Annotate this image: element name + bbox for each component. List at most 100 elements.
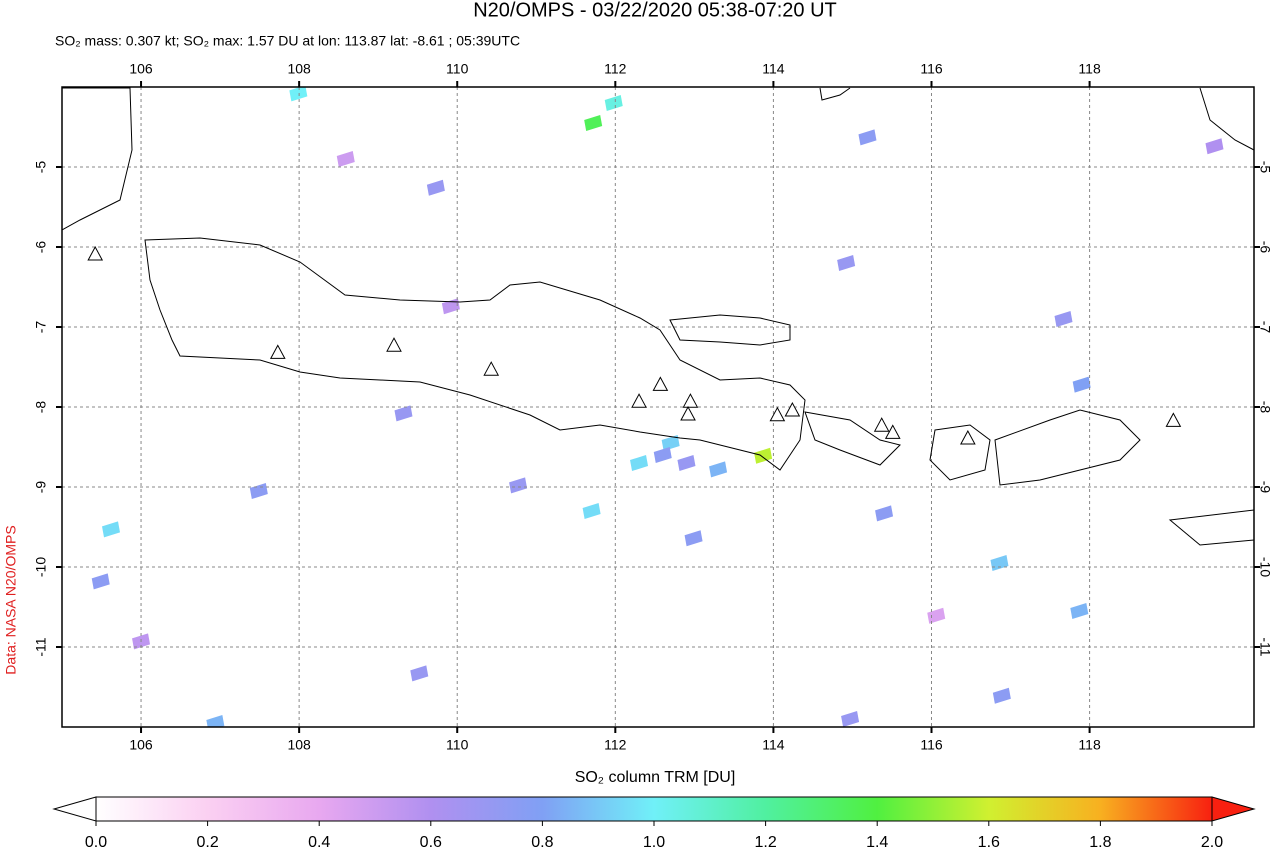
- coastline: [929, 424, 991, 481]
- x-tick-label: 114: [762, 61, 785, 77]
- y-tick-label: -7: [33, 321, 49, 334]
- colorbar-tick-label: 0.0: [85, 834, 107, 851]
- y-tick-label: -11: [1257, 637, 1272, 656]
- so2-pixel: [1054, 311, 1073, 327]
- credit: Data: NASA N20/OMPS: [3, 525, 19, 674]
- so2-pixel: [102, 521, 121, 538]
- y-tick-label: -8: [1257, 401, 1272, 414]
- x-tick-mark: [614, 727, 617, 733]
- so2-pixel: [677, 455, 696, 471]
- y-tick-mark: [56, 406, 62, 408]
- x-tick-mark: [456, 727, 459, 733]
- coastline: [819, 87, 851, 101]
- y-tick-label: -8: [33, 401, 49, 414]
- volcano-marker: [87, 245, 104, 261]
- so2-pixel: [684, 530, 703, 547]
- so2-pixel: [875, 505, 894, 522]
- map-area: [62, 87, 1254, 727]
- colorbar: [95, 796, 1213, 822]
- so2-pixel: [1205, 138, 1224, 155]
- y-tick-label: -7: [1257, 321, 1272, 334]
- x-tick-mark: [1088, 81, 1091, 87]
- x-tick-label: 106: [129, 61, 153, 77]
- colorbar-tick-label: 0.4: [308, 834, 330, 851]
- volcano-marker: [269, 344, 286, 359]
- volcano-marker: [1165, 412, 1182, 427]
- y-tick-mark: [1254, 246, 1260, 248]
- so2-pixel: [509, 477, 528, 494]
- volcano-marker: [652, 376, 669, 391]
- coastline: [1199, 87, 1254, 151]
- so2-pixel: [1070, 603, 1089, 619]
- y-tick-mark: [56, 246, 62, 248]
- x-tick-label: 116: [920, 61, 943, 77]
- y-tick-label: -10: [1257, 557, 1272, 577]
- so2-pixel: [1072, 376, 1091, 393]
- colorbar-tick-label: 1.0: [643, 834, 665, 851]
- coastline: [994, 409, 1141, 486]
- colorbar-extend-low: [52, 796, 97, 822]
- so2-pixel: [858, 129, 877, 146]
- colorbar-tick-label: 0.8: [531, 834, 553, 851]
- so2-pixel: [630, 455, 649, 471]
- so2-pixel: [653, 447, 672, 463]
- volcano-marker: [682, 393, 699, 408]
- volcano-marker: [680, 405, 696, 421]
- so2-pixel: [410, 665, 429, 682]
- so2-pixel: [289, 87, 308, 102]
- so2-pixel: [992, 687, 1011, 704]
- subtitle: SO₂ mass: 0.307 kt; SO₂ max: 1.57 DU at …: [55, 33, 520, 49]
- y-tick-mark: [1254, 566, 1260, 568]
- coastline: [669, 314, 791, 346]
- x-tick-label: 108: [287, 737, 311, 753]
- so2-pixel: [426, 179, 445, 196]
- so2-pixel: [582, 503, 601, 519]
- y-tick-label: -6: [33, 241, 49, 254]
- x-tick-label: 118: [1078, 61, 1101, 77]
- so2-pixel: [206, 715, 225, 727]
- y-tick-mark: [56, 486, 62, 488]
- y-tick-label: -11: [33, 637, 49, 656]
- so2-pixel: [841, 711, 860, 727]
- y-tick-label: -5: [1257, 161, 1272, 174]
- y-tick-label: -9: [33, 481, 49, 494]
- y-tick-mark: [56, 166, 62, 168]
- coastline: [62, 87, 133, 231]
- so2-pixel: [709, 461, 728, 478]
- volcano-marker: [386, 337, 402, 352]
- x-tick-mark: [930, 727, 933, 733]
- x-tick-label: 110: [446, 61, 469, 77]
- x-tick-mark: [1088, 727, 1091, 733]
- x-tick-mark: [140, 81, 143, 87]
- coastline: [1168, 509, 1254, 546]
- x-tick-mark: [456, 81, 459, 87]
- colorbar-tick-label: 0.2: [196, 834, 218, 851]
- colorbar-tick-label: 0.6: [420, 834, 442, 851]
- colorbar-tick-label: 1.2: [754, 834, 776, 851]
- y-tick-mark: [1254, 166, 1260, 168]
- coastlines: [62, 87, 1254, 546]
- so2-pixel: [754, 447, 773, 464]
- colorbar-tick-label: 1.6: [978, 834, 1000, 851]
- volcano-marker: [483, 361, 500, 376]
- y-tick-label: -6: [1257, 241, 1272, 254]
- x-tick-mark: [772, 727, 775, 733]
- y-tick-label: -10: [33, 557, 49, 577]
- volcano-marker: [769, 406, 786, 422]
- so2-pixel: [604, 95, 623, 111]
- x-tick-mark: [930, 81, 933, 87]
- y-tick-mark: [1254, 406, 1260, 408]
- x-tick-label: 108: [287, 61, 311, 77]
- volcano-marker: [784, 401, 801, 417]
- colorbar-extend-high: [1211, 796, 1256, 822]
- volcano-marker: [884, 424, 901, 439]
- colorbar-tick-label: 2.0: [1201, 834, 1223, 851]
- x-tick-label: 112: [604, 737, 627, 753]
- coastline: [144, 237, 806, 471]
- title: N20/OMPS - 03/22/2020 05:38-07:20 UT: [473, 0, 837, 21]
- colorbar-tick-label: 1.8: [1089, 834, 1111, 851]
- volcano-marker: [960, 429, 976, 445]
- x-tick-mark: [614, 81, 617, 87]
- x-tick-label: 110: [446, 737, 469, 753]
